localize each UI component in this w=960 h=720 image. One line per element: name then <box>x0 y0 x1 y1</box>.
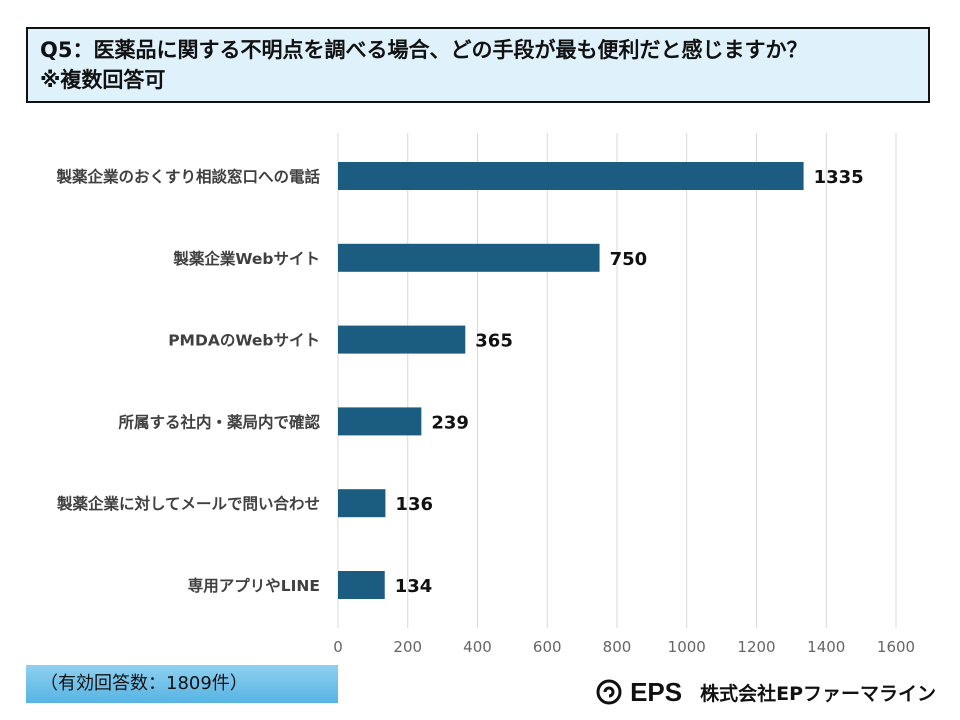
category-label: PMDAのWebサイト <box>168 332 320 350</box>
x-tick-label: 600 <box>533 638 562 656</box>
x-tick-label: 1600 <box>877 638 915 656</box>
x-tick-label: 800 <box>603 638 632 656</box>
category-label: 所属する社内・薬局内で確認 <box>118 412 320 431</box>
bar-3 <box>338 407 422 436</box>
x-tick-label: 1000 <box>668 638 706 656</box>
bar-1 <box>338 243 600 272</box>
value-label: 136 <box>395 494 433 515</box>
value-label: 365 <box>475 331 513 352</box>
bar-4 <box>338 489 386 518</box>
eps-logo-icon <box>596 679 622 705</box>
brand-logo-text: EPS <box>630 676 683 707</box>
grid-lines <box>337 133 897 628</box>
bar-0 <box>338 162 804 190</box>
brand-company-name: 株式会社EPファーマライン <box>700 682 936 705</box>
value-label: 134 <box>395 576 433 597</box>
bars <box>338 162 804 599</box>
x-tick-label: 0 <box>333 638 343 656</box>
bar-2 <box>338 325 466 354</box>
brand-footer: EPS 株式会社EPファーマライン <box>596 674 936 710</box>
bar-5 <box>338 571 385 599</box>
response-count-note: （有効回答数：1809件） <box>26 665 338 703</box>
chart-subtitle: ※複数回答可 <box>40 68 166 92</box>
chart-title-box: Q5：医薬品に関する不明点を調べる場合、どの手段が最も便利だと感じますか？ ※複… <box>26 27 930 103</box>
x-tick-label: 1200 <box>737 638 775 656</box>
x-tick-label: 1400 <box>807 638 845 656</box>
x-axis-ticks: 0 200 400 600 800 1000 1200 1400 1600 <box>333 638 915 656</box>
x-tick-label: 400 <box>463 638 492 656</box>
category-label: 製薬企業Webサイト <box>172 249 320 268</box>
chart-title: Q5：医薬品に関する不明点を調べる場合、どの手段が最も便利だと感じますか？ <box>40 38 808 62</box>
value-label: 239 <box>431 412 469 433</box>
x-tick-label: 200 <box>393 638 422 656</box>
category-label: 製薬企業のおくすり相談窓口への電話 <box>55 167 320 186</box>
category-label: 専用アプリやLINE <box>188 576 320 595</box>
value-label: 750 <box>610 249 648 270</box>
category-label: 製薬企業に対してメールで問い合わせ <box>56 494 320 513</box>
value-label: 1335 <box>814 167 864 188</box>
value-labels: 1335 750 365 239 136 134 <box>395 167 864 597</box>
